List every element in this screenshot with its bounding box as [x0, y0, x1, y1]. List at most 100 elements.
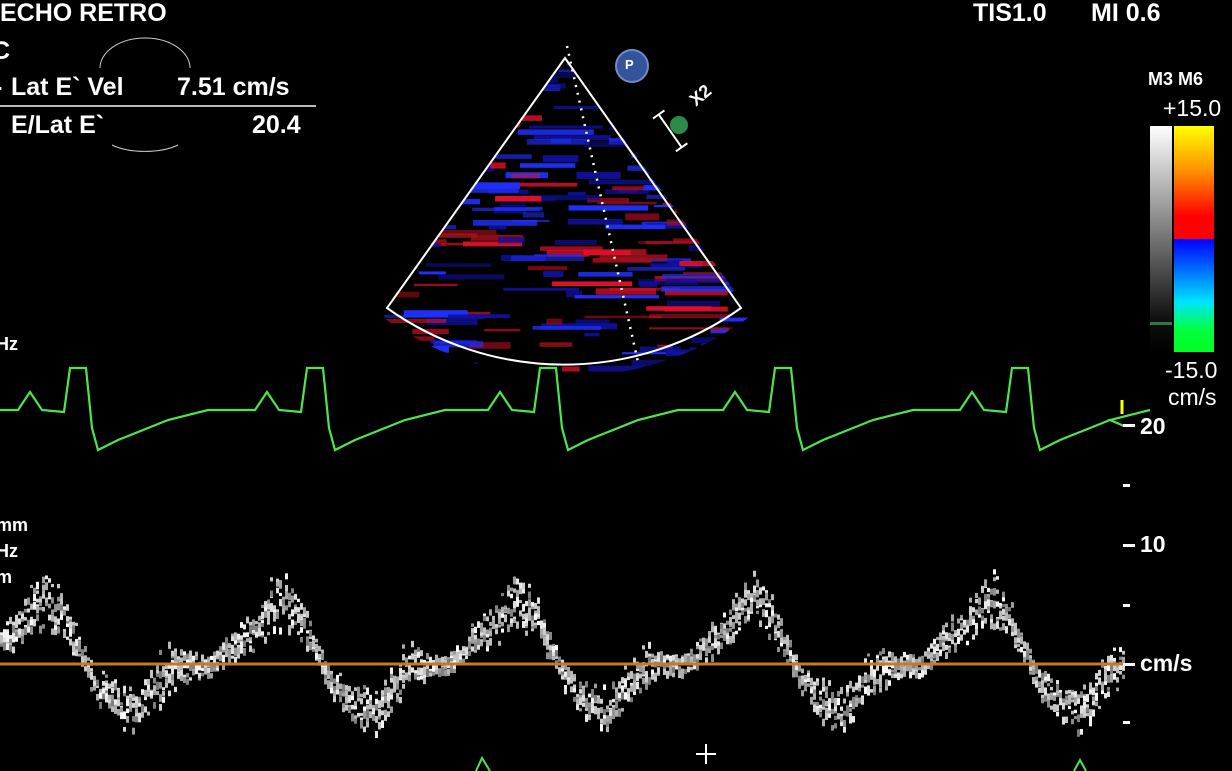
spectrum-pixel — [864, 686, 867, 694]
spectrum-pixel — [684, 668, 687, 675]
spectrum-pixel — [855, 699, 858, 704]
spectrum-pixel — [18, 618, 21, 625]
spectrum-pixel — [975, 593, 978, 598]
spectrum-pixel — [972, 619, 975, 626]
measurement-value: 7.51 cm/s — [177, 73, 290, 101]
spectrum-pixel — [831, 697, 834, 704]
spectrum-pixel — [615, 692, 618, 700]
spectrum-pixel — [474, 626, 477, 634]
spectrum-pixel — [1017, 628, 1020, 636]
spectrum-pixel — [765, 603, 768, 607]
spectrum-pixel — [522, 603, 525, 612]
spectrum-pixel — [816, 708, 819, 715]
spectrum-pixel — [342, 690, 345, 697]
spectrum-pixel — [234, 639, 237, 644]
spectrum-pixel — [549, 645, 552, 650]
spectrum-pixel — [288, 592, 291, 601]
spectrum-pixel — [327, 668, 330, 675]
spectrum-pixel — [561, 673, 564, 678]
spectrum-pixel — [234, 647, 237, 656]
spectrum-pixel — [573, 687, 576, 693]
spectrum-pixel — [189, 664, 192, 672]
doppler-pixel — [649, 314, 729, 319]
spectrum-pixel — [663, 655, 666, 660]
zoom-marker[interactable] — [652, 109, 688, 153]
spectrum-pixel — [72, 651, 75, 656]
spectrum-pixel — [513, 601, 516, 609]
spectrum-pixel — [369, 703, 372, 710]
spectrum-pixel — [192, 670, 195, 676]
spectrum-pixel — [1110, 657, 1113, 665]
spectrum-pixel — [174, 648, 177, 653]
m-mode-cursor-line[interactable] — [565, 45, 640, 363]
spectrum-pixel — [489, 637, 492, 646]
spectrum-pixel — [510, 622, 513, 627]
spectrum-pixel — [426, 654, 429, 659]
spectrum-pixel — [333, 690, 336, 697]
spectrum-pixel — [462, 647, 465, 653]
spectrum-pixel — [693, 662, 696, 670]
spectrum-pixel — [477, 638, 480, 646]
spectrum-pixel — [240, 641, 243, 649]
spectrum-pixel — [180, 649, 183, 656]
spectrum-pixel — [72, 621, 75, 626]
spectrum-pixel — [366, 705, 369, 710]
spectrum-pixel — [555, 665, 558, 669]
spectrum-pixel — [198, 673, 201, 678]
spectrum-pixel — [951, 638, 954, 645]
caliper-cross-icon[interactable] — [696, 744, 716, 764]
spectrum-pixel — [1113, 657, 1116, 666]
spectrum-pixel — [699, 648, 702, 654]
spectrum-pixel — [60, 604, 63, 611]
spectrum-pixel — [507, 584, 510, 591]
spectrum-pixel — [582, 702, 585, 707]
spectrum-pixel — [489, 609, 492, 616]
spectrum-pixel — [876, 664, 879, 671]
spectrum-pixel — [474, 636, 477, 643]
spectrum-pixel — [177, 656, 180, 660]
spectrum-pixel — [366, 699, 369, 705]
spectrum-pixel — [522, 589, 525, 594]
spectrum-pixel — [87, 657, 90, 661]
spectrum-pixel — [720, 630, 723, 635]
spectrum-pixel — [585, 706, 588, 711]
doppler-pixel — [500, 203, 526, 210]
spectrum-pixel — [45, 602, 48, 607]
spectrum-pixel — [228, 648, 231, 655]
spectrum-pixel — [174, 665, 177, 670]
spectrum-pixel — [123, 691, 126, 697]
spectrum-pixel — [813, 693, 816, 700]
spectrum-pixel — [999, 603, 1002, 607]
doppler-pixel — [554, 239, 597, 245]
spectrum-pixel — [858, 697, 861, 704]
spectrum-pixel — [330, 670, 333, 678]
spectrum-pixel — [879, 674, 882, 682]
spectrum-pixel — [759, 603, 762, 608]
spectrum-pixel — [1002, 591, 1005, 598]
spectrum-pixel — [273, 617, 276, 622]
spectrum-pixel — [525, 600, 528, 607]
spectrum-pixel — [960, 622, 963, 629]
spectrum-pixel — [684, 655, 687, 663]
spectrum-pixel — [1062, 702, 1065, 710]
spectrum-pixel — [318, 653, 321, 659]
spectrum-pixel — [105, 682, 108, 691]
zoom-handle-icon[interactable] — [670, 116, 688, 134]
doppler-pixel — [455, 182, 520, 190]
spectrum-pixel — [417, 667, 420, 671]
spectrum-pixel — [171, 650, 174, 657]
doppler-pixel — [710, 327, 752, 332]
spectrum-pixel — [567, 681, 570, 685]
spectrum-pixel — [423, 677, 426, 685]
doppler-pixel — [430, 72, 506, 79]
spectrum-pixel — [159, 682, 162, 689]
spectrum-pixel — [288, 601, 291, 608]
spectrum-pixel — [1071, 695, 1074, 699]
spectrum-pixel — [513, 616, 516, 620]
spectrum-pixel — [1107, 674, 1110, 683]
spectrum-pixel — [21, 628, 24, 637]
color-map-unit: cm/s — [1168, 384, 1217, 410]
spectrum-pixel — [1008, 607, 1011, 612]
spectrum-pixel — [528, 583, 531, 588]
spectrum-pixel — [912, 657, 915, 663]
